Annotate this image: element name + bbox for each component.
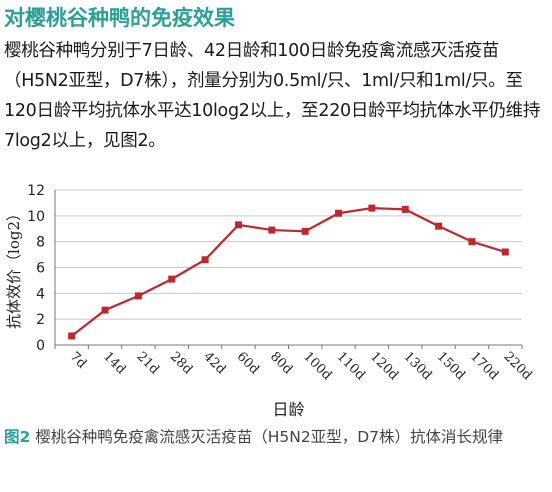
data-point <box>501 248 509 256</box>
series-line <box>71 206 506 337</box>
data-point <box>101 306 109 314</box>
y-tick-label: 2 <box>36 312 45 328</box>
x-tick-label: 100d <box>300 349 334 383</box>
x-tick-label: 21d <box>134 349 162 377</box>
data-point <box>401 205 409 213</box>
y-axis-title: 抗体效价（log2） <box>5 206 23 329</box>
data-point <box>468 238 476 246</box>
data-point <box>234 221 242 229</box>
x-tick-label: 14d <box>100 349 128 377</box>
x-tick-label: 28d <box>167 349 195 377</box>
y-tick-label: 4 <box>36 286 45 302</box>
data-point <box>134 292 142 300</box>
x-tick-label: 80d <box>267 349 295 377</box>
data-point <box>68 332 76 340</box>
figure-caption: 图2 樱桃谷种鸭免疫禽流感灭活疫苗（H5N2亚型，D7株）抗体消长规律 <box>4 424 548 450</box>
x-tick-label: 170d <box>467 349 501 383</box>
data-point <box>368 204 376 212</box>
x-tick-label: 150d <box>434 349 468 383</box>
x-axis-title: 日龄 <box>272 400 304 419</box>
x-tick-label: 130d <box>400 349 434 383</box>
x-tick-label: 42d <box>200 349 228 377</box>
data-point <box>335 209 343 217</box>
y-tick-label: 8 <box>36 235 45 251</box>
caption-text: 樱桃谷种鸭免疫禽流感灭活疫苗（H5N2亚型，D7株）抗体消长规律 <box>35 428 504 446</box>
data-point <box>435 222 443 230</box>
article-title: 对樱桃谷种鸭的免疫效果 <box>4 5 235 30</box>
y-tick-label: 0 <box>36 338 45 354</box>
y-tick-label: 6 <box>36 261 45 277</box>
x-tick-label: 220d <box>500 349 534 383</box>
x-tick-label: 110d <box>334 349 368 383</box>
x-tick-label: 120d <box>367 349 401 383</box>
line-chart: 0 2 4 6 8 10 12 7d 14d 21d 28d 42d 60d 80d 100d 110d 120… <box>5 183 535 419</box>
data-point <box>168 275 176 283</box>
x-tick-label: 60d <box>234 349 262 377</box>
data-point <box>201 256 209 264</box>
x-tick-label: 7d <box>67 349 89 371</box>
article-body: 樱桃谷种鸭分别于7日龄、42日龄和100日龄免疫禽流感灭活疫苗（H5N2亚型，D… <box>4 41 541 151</box>
y-tick-label: 10 <box>27 209 45 225</box>
data-point <box>268 226 276 234</box>
figure-number: 图2 <box>4 428 31 446</box>
y-tick-label: 12 <box>27 183 45 199</box>
data-point <box>301 227 309 235</box>
